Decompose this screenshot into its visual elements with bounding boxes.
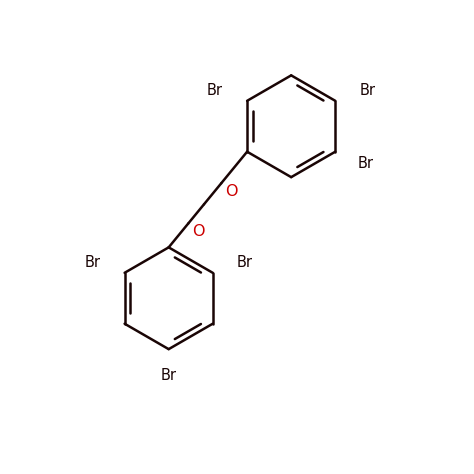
Text: Br: Br: [207, 83, 223, 98]
Text: Br: Br: [161, 367, 177, 383]
Text: O: O: [192, 224, 205, 239]
Text: Br: Br: [359, 83, 375, 98]
Text: Br: Br: [84, 255, 100, 270]
Text: Br: Br: [358, 156, 374, 171]
Text: O: O: [225, 184, 237, 199]
Text: Br: Br: [237, 255, 253, 270]
